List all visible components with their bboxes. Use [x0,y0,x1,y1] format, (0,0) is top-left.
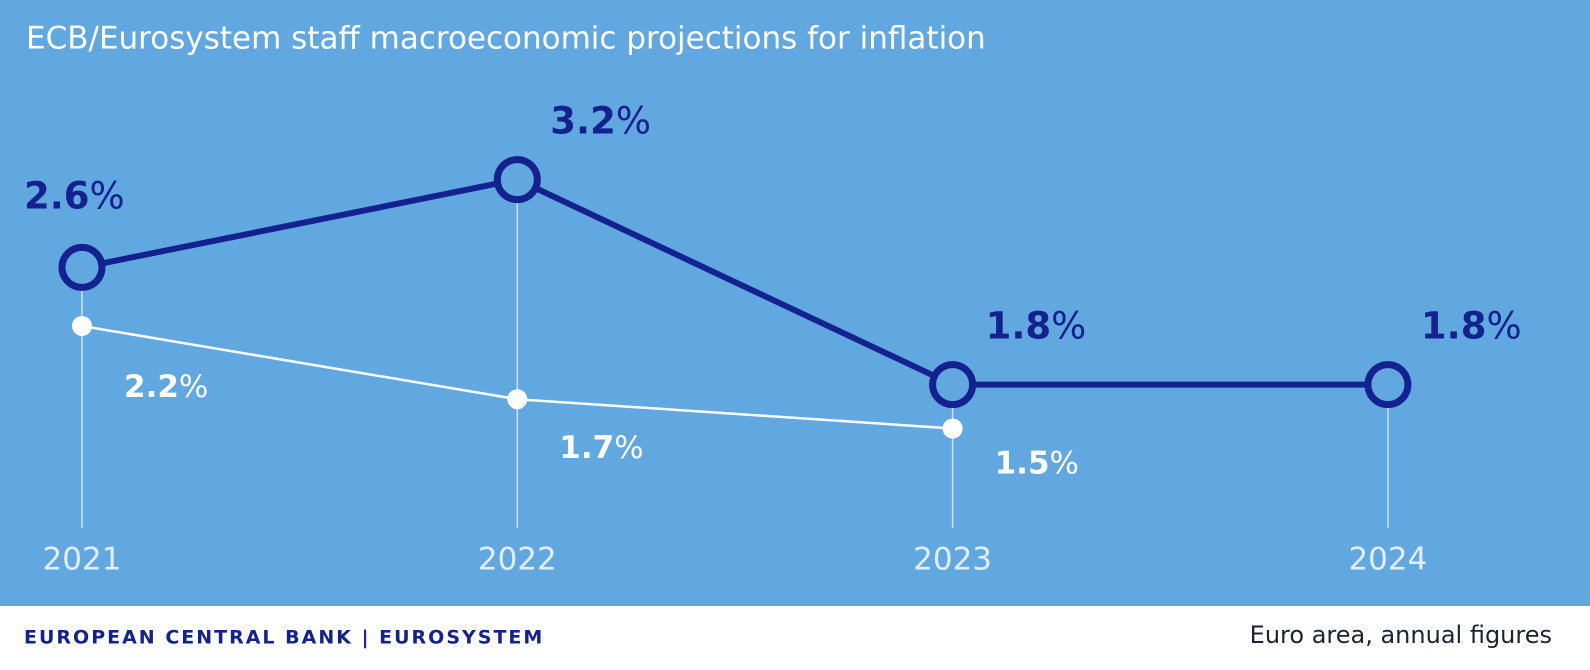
data-label: 1.8% [1421,304,1522,347]
data-label: 2.6% [24,174,125,217]
footer-background [0,606,1590,670]
data-point [58,243,106,291]
data-point [929,361,977,409]
data-label: 1.5% [995,445,1079,481]
data-point [493,156,541,204]
data-label: 2.2% [124,369,208,405]
data-point [942,418,963,439]
data-label: 1.7% [559,430,643,466]
chart-title: ECB/Eurosystem staff macroeconomic proje… [26,21,986,57]
x-tick-label: 2022 [478,542,557,578]
data-point [1364,361,1412,409]
series-line [81,176,1388,388]
data-point [507,389,528,410]
data-point [72,316,92,336]
footer-brand: EUROPEAN CENTRAL BANK | EUROSYSTEM [24,627,544,649]
chart-background [0,0,1590,606]
data-label: 3.2% [550,99,651,142]
x-tick-label: 2023 [913,542,992,578]
data-label: 1.8% [986,304,1087,347]
x-tick-label: 2021 [43,542,122,578]
footer-note: Euro area, annual figures [1250,621,1552,649]
x-tick-label: 2024 [1348,542,1427,578]
